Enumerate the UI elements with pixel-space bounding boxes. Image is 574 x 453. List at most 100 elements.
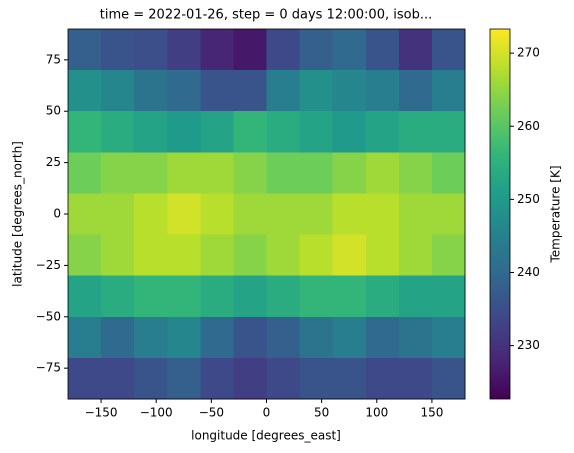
- heatmap-cell: [266, 275, 301, 318]
- heatmap-cell: [398, 234, 433, 277]
- heatmap-cell: [200, 234, 234, 277]
- heatmap-cell: [200, 29, 234, 71]
- x-tick-label: 100: [365, 406, 388, 420]
- heatmap-cell: [332, 193, 367, 236]
- heatmap-cell: [299, 234, 334, 277]
- heatmap-cell: [299, 29, 334, 71]
- heatmap-cell: [266, 111, 301, 153]
- heatmap-cell: [233, 193, 267, 236]
- heatmap-cell: [233, 152, 267, 194]
- heatmap-cell: [233, 316, 267, 359]
- heatmap-cell: [68, 111, 102, 153]
- heatmap-cell: [101, 275, 135, 318]
- heatmap-cell: [365, 29, 400, 71]
- heatmap-cell: [200, 111, 234, 153]
- heatmap-cell: [233, 357, 267, 400]
- heatmap-cell: [167, 193, 201, 236]
- heatmap-cell: [68, 152, 102, 194]
- heatmap-cell: [233, 275, 267, 318]
- heatmap-cell: [431, 193, 466, 236]
- heatmap-cell: [299, 357, 334, 400]
- x-axis-label: longitude [degrees_east]: [191, 429, 341, 443]
- colorbar-tick-label: 260: [517, 119, 540, 133]
- x-tick-label: 0: [263, 406, 271, 420]
- heatmap-cell: [200, 357, 234, 400]
- heatmap-cell: [266, 70, 301, 112]
- heatmap-cell: [134, 275, 168, 318]
- heatmap-cell: [431, 152, 466, 194]
- heatmap-cell: [398, 152, 433, 194]
- chart-title: time = 2022-01-26, step = 0 days 12:00:0…: [100, 8, 432, 23]
- heatmap-cell: [167, 29, 201, 71]
- y-tick-label: 50: [46, 104, 61, 118]
- heatmap-cell: [233, 29, 267, 71]
- heatmap-cell: [299, 111, 334, 153]
- heatmap-cell: [299, 193, 334, 236]
- heatmap-cell: [365, 234, 400, 277]
- heatmap-cell: [101, 234, 135, 277]
- heatmap-cell: [398, 193, 433, 236]
- colorbar-frame: [489, 28, 511, 400]
- colorbar: [490, 29, 510, 399]
- x-tick-label: 50: [314, 406, 329, 420]
- heatmap-cell: [68, 275, 102, 318]
- heatmap-cell: [167, 357, 201, 400]
- y-tick-label: 75: [46, 52, 61, 66]
- heatmap-cell: [398, 357, 433, 400]
- heatmap-cell: [299, 275, 334, 318]
- heatmap-cell: [332, 275, 367, 318]
- colorbar-label: Temperature [K]: [549, 165, 563, 263]
- heatmap-cell: [101, 152, 135, 194]
- heatmap-cell: [167, 316, 201, 359]
- heatmap-cell: [233, 111, 267, 153]
- heatmap-cell: [101, 316, 135, 359]
- heatmap-cell: [200, 152, 234, 194]
- heatmap-cell: [200, 70, 234, 112]
- heatmap-cell: [431, 275, 466, 318]
- x-tick-label: −100: [140, 406, 173, 420]
- heatmap-cell: [431, 70, 466, 112]
- heatmap-cell: [332, 357, 367, 400]
- heatmap-cell: [200, 193, 234, 236]
- colorbar-tick-label: 240: [517, 265, 540, 279]
- colorbar-tick-label: 230: [517, 338, 540, 352]
- heatmap-cell: [134, 234, 168, 277]
- heatmap-cell: [266, 234, 301, 277]
- heatmap-cell: [365, 193, 400, 236]
- heatmap-cell: [134, 152, 168, 194]
- heatmap-cell: [68, 357, 102, 400]
- heatmap-cell: [431, 29, 466, 71]
- heatmap-cell: [233, 234, 267, 277]
- heatmap-cell: [332, 152, 367, 194]
- heatmap-cell: [398, 111, 433, 153]
- heatmap-cell: [101, 111, 135, 153]
- heatmap-cell: [134, 29, 168, 71]
- heatmap-cell: [332, 70, 367, 112]
- heatmap-cell: [365, 275, 400, 318]
- heatmap-cell: [431, 357, 466, 400]
- heatmap-cell: [68, 29, 102, 71]
- heatmap-cell: [398, 316, 433, 359]
- heatmap-cell: [233, 70, 267, 112]
- heatmap-cell: [299, 316, 334, 359]
- y-tick-label: 0: [53, 207, 61, 221]
- heatmap-cell: [68, 70, 102, 112]
- heatmap-cell: [332, 234, 367, 277]
- heatmap-cell: [68, 234, 102, 277]
- y-tick-label: −75: [36, 361, 61, 375]
- x-tick-label: 150: [420, 406, 443, 420]
- y-tick-label: −50: [36, 309, 61, 323]
- heatmap-cell: [332, 111, 367, 153]
- y-axis-label: latitude [degrees_north]: [11, 141, 25, 287]
- heatmap-cell: [398, 275, 433, 318]
- heatmap-cell: [266, 29, 301, 71]
- colorbar-tick-label: 270: [517, 46, 540, 60]
- heatmap-cell: [134, 193, 168, 236]
- heatmap-cell: [68, 193, 102, 236]
- heatmap-cell: [266, 357, 301, 400]
- y-tick-label: 25: [46, 155, 61, 169]
- heatmap-cell: [431, 234, 466, 277]
- x-tick-label: −50: [199, 406, 224, 420]
- heatmap-cell: [101, 70, 135, 112]
